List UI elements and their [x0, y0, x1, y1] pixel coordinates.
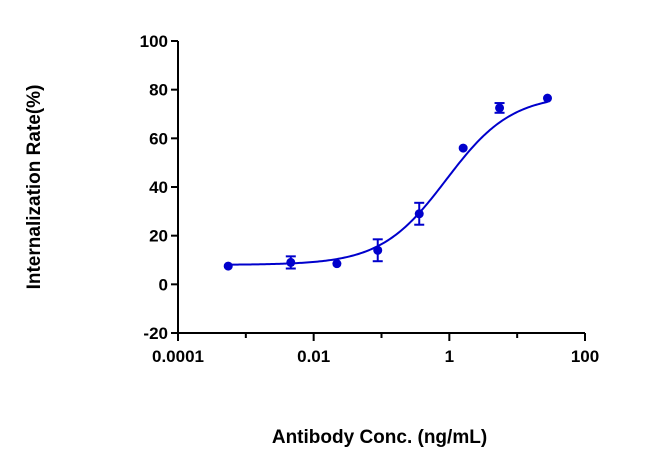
data-point — [373, 245, 383, 255]
y-tick-label: 100 — [140, 32, 168, 51]
x-tick-label: 0.01 — [297, 347, 330, 366]
data-point — [286, 257, 296, 267]
x-tick-label: 0.0001 — [152, 347, 204, 366]
y-tick-label: 60 — [149, 129, 168, 148]
data-point — [495, 103, 505, 113]
data-point — [414, 209, 424, 219]
data-point — [458, 143, 468, 153]
y-axis-label: Internalization Rate(%) — [24, 85, 45, 290]
y-tick-label: 80 — [149, 81, 168, 100]
x-axis-label: Antibody Conc. (ng/mL) — [272, 427, 487, 448]
ticks: -20 0 20 40 60 80 100 0.0001 0.01 1 100 — [140, 32, 600, 366]
y-tick-label: 20 — [149, 227, 168, 246]
x-tick-label: 1 — [445, 347, 454, 366]
y-tick-label: 0 — [159, 275, 168, 294]
data-point — [223, 261, 233, 271]
fit-curve — [228, 100, 548, 266]
x-tick-label: 100 — [571, 347, 599, 366]
data-point — [542, 93, 552, 103]
data-points — [223, 93, 552, 271]
y-tick-label: -20 — [143, 324, 168, 343]
y-tick-label: 40 — [149, 178, 168, 197]
axes — [177, 41, 585, 334]
data-point — [332, 259, 342, 269]
